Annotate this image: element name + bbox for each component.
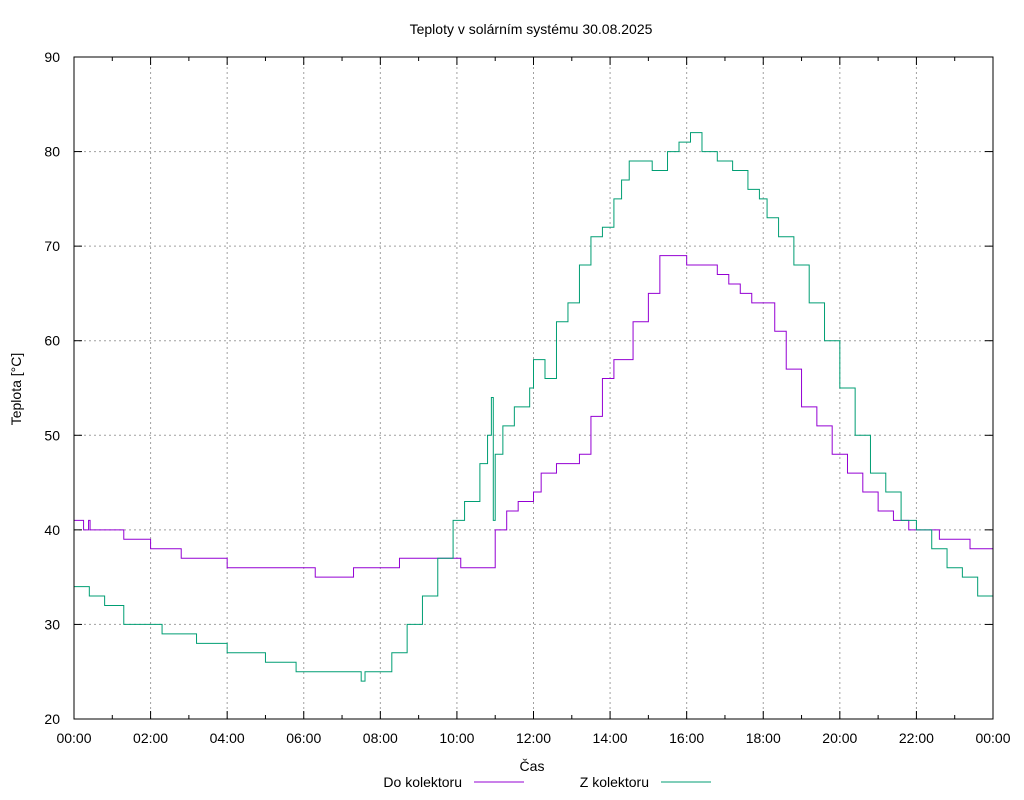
x-tick-label: 04:00: [210, 730, 245, 746]
x-tick-label: 06:00: [286, 730, 321, 746]
ticks: 00:00 02:00 04:00 06:00 08:00 10:00 12:00 14:00…: [44, 49, 1010, 746]
chart-title: Teploty v solárním systému 30.08.2025: [410, 21, 653, 37]
series-line-1: [74, 255, 994, 578]
y-tick-label: 60: [44, 333, 60, 349]
series-line-2: [74, 132, 994, 682]
y-tick-label: 50: [44, 427, 60, 443]
x-axis-label: Čas: [520, 758, 545, 774]
x-tick-label: 20:00: [822, 730, 857, 746]
y-tick-label: 40: [44, 522, 60, 538]
y-tick-label: 20: [44, 711, 60, 727]
x-tick-label: 16:00: [669, 730, 704, 746]
legend: Do kolektoru Z kolektoru: [383, 774, 711, 790]
x-tick-label: 08:00: [363, 730, 398, 746]
legend-label-2: Z kolektoru: [580, 774, 649, 790]
y-tick-label: 30: [44, 616, 60, 632]
x-tick-label: 18:00: [746, 730, 781, 746]
x-tick-label: 00:00: [56, 730, 91, 746]
legend-label-1: Do kolektoru: [383, 774, 462, 790]
x-tick-label: 22:00: [899, 730, 934, 746]
y-tick-label: 80: [44, 144, 60, 160]
y-tick-label: 90: [44, 49, 60, 65]
x-tick-label: 02:00: [133, 730, 168, 746]
y-axis-label: Teplota [°C]: [8, 353, 24, 426]
x-tick-label: 14:00: [593, 730, 628, 746]
x-tick-label: 12:00: [516, 730, 551, 746]
series-lines: [74, 132, 994, 682]
y-tick-label: 70: [44, 238, 60, 254]
x-tick-label: 10:00: [439, 730, 474, 746]
x-tick-label: 00:00: [975, 730, 1010, 746]
